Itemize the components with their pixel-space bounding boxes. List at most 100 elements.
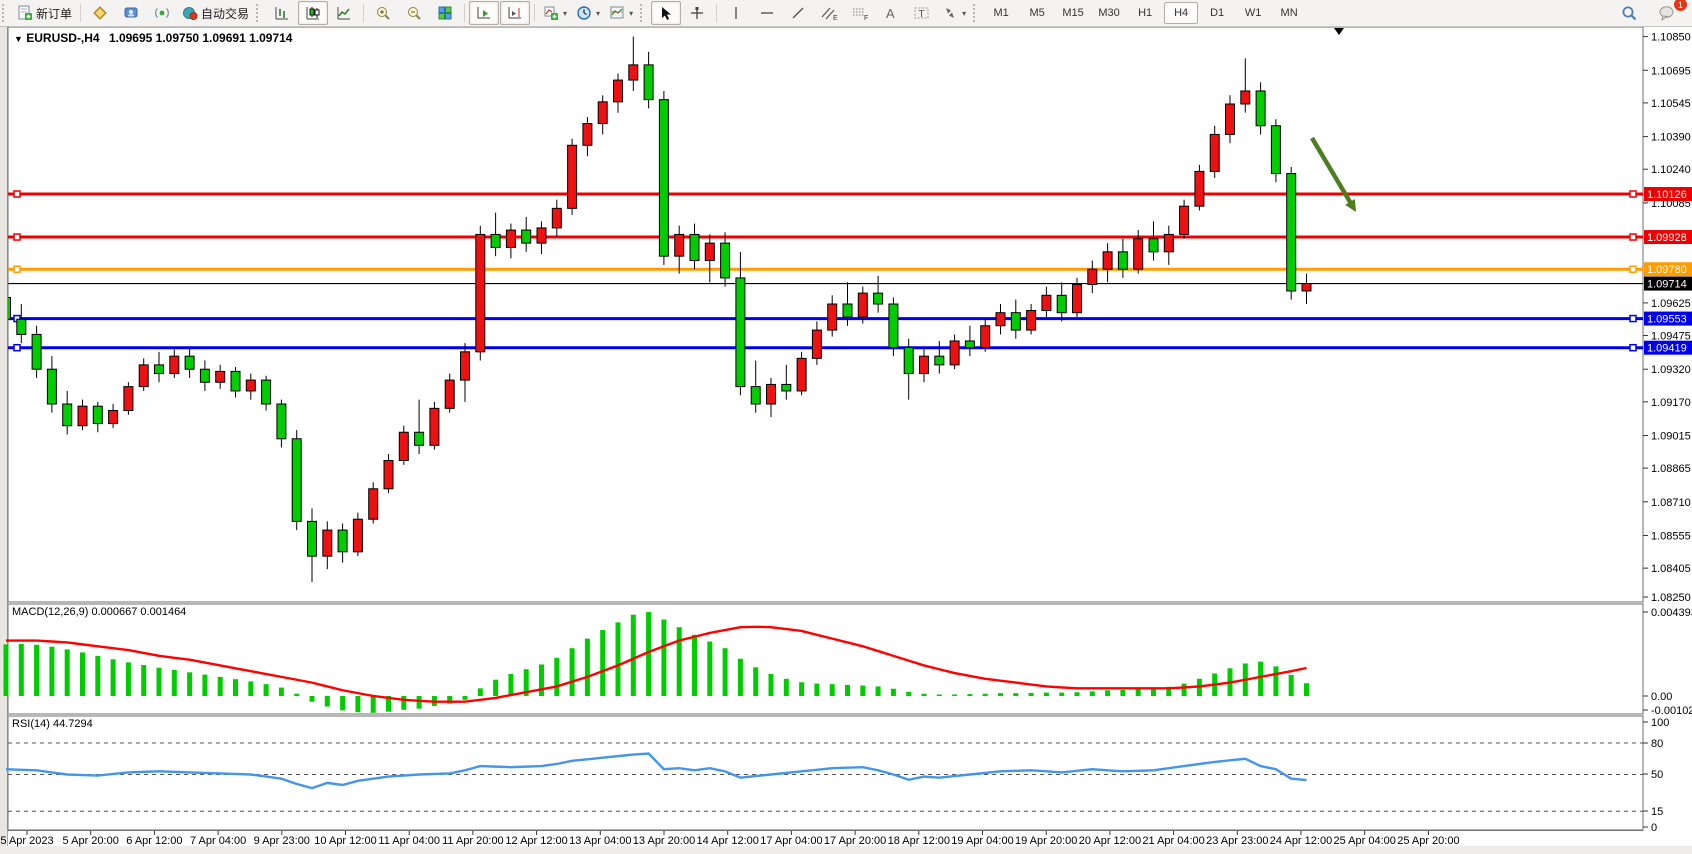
svg-text:17 Apr 04:00: 17 Apr 04:00	[760, 835, 822, 847]
dropdown-caret-icon[interactable]: ▾	[629, 8, 634, 18]
candlestick-chart-icon	[306, 7, 320, 20]
arrows-icon	[946, 8, 955, 18]
candle-body	[245, 379, 256, 392]
timeframe-button-h4[interactable]: H4	[1164, 2, 1199, 24]
horizontal-lines[interactable]	[8, 190, 1643, 352]
candle-body	[429, 407, 440, 446]
vertical-line-button[interactable]	[721, 1, 751, 25]
candle-body	[352, 518, 363, 553]
candle-body	[613, 79, 623, 103]
candle-body	[307, 520, 317, 557]
horizontal-line-button[interactable]	[752, 1, 782, 25]
timeframe-button-m5[interactable]: M5	[1029, 7, 1045, 19]
candle-body	[567, 144, 578, 209]
candle-body	[444, 379, 455, 409]
zoom-out-icon	[408, 7, 421, 20]
svg-text:25 Apr 20:00: 25 Apr 20:00	[1397, 835, 1459, 847]
crosshair-button[interactable]	[682, 1, 712, 25]
svg-text:E: E	[833, 15, 838, 21]
fibonacci-button[interactable]: F	[845, 1, 875, 25]
timeframe-button-d1[interactable]: D1	[1210, 7, 1225, 19]
periods-button[interactable]: ▾	[572, 1, 604, 25]
candle-body	[811, 329, 822, 359]
svg-text:14 Apr 12:00: 14 Apr 12:00	[697, 835, 759, 847]
arrow-annotation[interactable]	[1310, 136, 1353, 205]
time-axis[interactable]: 5 Apr 2023 5 Apr 20:00 6 Apr 12:00 7 Apr 04…	[0, 830, 1643, 848]
svg-text:9 Apr 23:00: 9 Apr 23:00	[254, 835, 310, 847]
templates-button[interactable]: ▾	[605, 1, 637, 25]
svg-text:1.10695: 1.10695	[1651, 65, 1691, 77]
timeframe-button-m1[interactable]: M1	[993, 7, 1009, 19]
deposit-button[interactable]	[85, 1, 115, 25]
candle-body	[919, 355, 929, 375]
tile-windows-button[interactable]	[430, 1, 460, 25]
toolbar-grip[interactable]	[973, 4, 981, 22]
zoom-out-button[interactable]	[399, 1, 429, 25]
candle-body	[1133, 238, 1144, 270]
trendline-button[interactable]	[783, 1, 813, 25]
clock-icon	[577, 6, 591, 20]
timeframe-button-m30[interactable]: M30	[1098, 7, 1120, 19]
candle-body	[674, 233, 685, 257]
svg-text:1.08710: 1.08710	[1651, 497, 1691, 509]
equidistant-channel-button[interactable]: E	[814, 1, 844, 25]
candlestick-chart-button[interactable]	[298, 1, 329, 25]
dropdown-caret-icon[interactable]: ▾	[962, 8, 967, 18]
candle-body	[796, 357, 807, 392]
timeframe-button-mn[interactable]: MN	[1280, 7, 1298, 19]
chat-bubble-icon	[1659, 6, 1674, 21]
chart-dropdown-icon[interactable]: ▼	[14, 34, 23, 44]
community-button[interactable]	[116, 1, 146, 25]
timeframe-button-m15[interactable]: M15	[1062, 7, 1084, 19]
candle-body	[8, 296, 11, 320]
candle-body	[995, 312, 1006, 327]
chart-panel	[7, 603, 1644, 715]
svg-text:20 Apr 12:00: 20 Apr 12:00	[1079, 835, 1141, 847]
new-order-icon	[18, 5, 32, 20]
line-chart-button[interactable]	[329, 1, 359, 25]
toolbar-grip[interactable]	[256, 4, 264, 22]
candle-body	[46, 368, 57, 405]
svg-text:1.09170: 1.09170	[1651, 397, 1691, 409]
svg-text:1.08555: 1.08555	[1651, 531, 1691, 543]
svg-text:100: 100	[1651, 717, 1669, 729]
bar-chart-button[interactable]	[267, 1, 297, 25]
svg-text:1.09553: 1.09553	[1647, 314, 1687, 326]
zoom-in-button[interactable]	[368, 1, 398, 25]
auto-scroll-button[interactable]	[469, 1, 500, 25]
timeframe-button-h1[interactable]: H1	[1138, 7, 1153, 19]
autotrading-button[interactable]: 自动交易	[178, 1, 253, 25]
svg-text:19 Apr 20:00: 19 Apr 20:00	[1015, 835, 1077, 847]
candle-body	[781, 383, 792, 392]
notifications-button[interactable]: 1	[1652, 0, 1688, 25]
text-button[interactable]: A	[876, 1, 906, 25]
line-chart-icon	[337, 7, 351, 20]
price-axis[interactable]: 1.108501.106951.105451.103901.102401.100…	[1643, 32, 1692, 604]
indicators-button[interactable]: ▾	[539, 1, 571, 25]
template-icon	[610, 6, 624, 19]
candle-body	[628, 64, 639, 81]
dropdown-caret-icon[interactable]: ▾	[563, 8, 568, 18]
signals-button[interactable]	[147, 1, 177, 25]
svg-text:19 Apr 04:00: 19 Apr 04:00	[951, 835, 1013, 847]
svg-text:11 Apr 04:00: 11 Apr 04:00	[378, 835, 440, 847]
community-icon	[124, 7, 138, 18]
candle-body	[1194, 170, 1205, 207]
candle-body	[735, 277, 746, 388]
chart-shift-button[interactable]	[500, 1, 531, 25]
toolbar-grip[interactable]	[2, 4, 10, 22]
timeframe-button-w1[interactable]: W1	[1244, 7, 1262, 19]
candle-body	[77, 405, 88, 427]
new-order-button[interactable]: 新订单	[13, 1, 76, 25]
toolbar-grip[interactable]	[640, 4, 648, 22]
svg-text:23 Apr 23:00: 23 Apr 23:00	[1206, 835, 1268, 847]
cursor-button[interactable]	[651, 1, 682, 25]
text-label-button[interactable]: T	[907, 1, 937, 25]
search-button[interactable]	[1614, 1, 1644, 25]
dropdown-caret-icon[interactable]: ▾	[596, 8, 601, 18]
arrows-button[interactable]: ▾	[938, 1, 970, 25]
candle-body	[704, 242, 715, 262]
candle-body	[230, 370, 241, 392]
